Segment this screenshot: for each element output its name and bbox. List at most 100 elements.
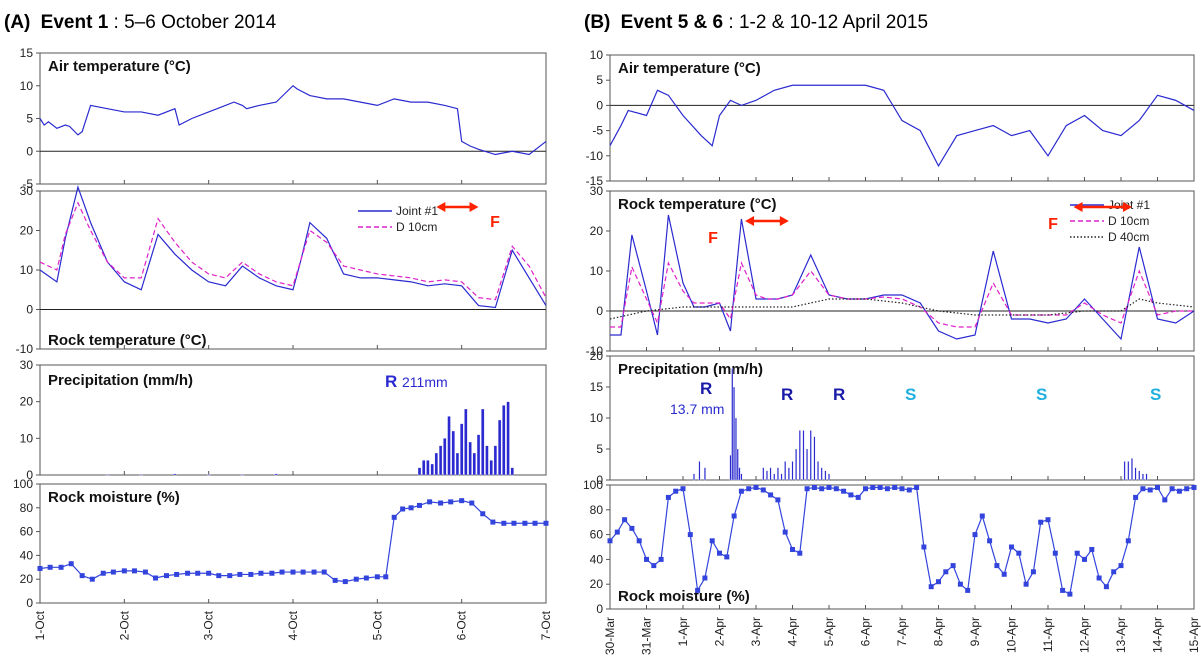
data-point	[936, 579, 941, 585]
y-tick-label: 10	[590, 264, 604, 278]
data-point	[408, 505, 414, 511]
bar	[438, 445, 443, 476]
data-point	[391, 514, 397, 520]
data-point	[459, 498, 465, 504]
data-point	[79, 573, 85, 579]
freeze-arrow-head-left	[745, 216, 755, 226]
data-point	[1045, 517, 1051, 523]
chart-title: Precipitation (mm/h)	[48, 372, 193, 389]
x-tick-label: 6-Oct	[455, 610, 469, 640]
bar	[1142, 473, 1144, 481]
data-point	[775, 497, 781, 503]
data-point	[855, 494, 861, 500]
bar	[766, 470, 768, 481]
data-point	[1103, 584, 1109, 590]
data-point	[269, 570, 275, 576]
legend-label: D 40cm	[1108, 230, 1149, 244]
data-point	[1009, 544, 1014, 550]
data-point	[877, 484, 883, 490]
bar	[762, 467, 765, 481]
data-point	[383, 574, 389, 580]
data-point	[819, 486, 825, 492]
chart-A-air: -5 0 5 10 15 Air temperature (°C)	[20, 46, 547, 191]
data-point	[760, 487, 766, 493]
data-point	[300, 569, 306, 575]
data-point	[972, 532, 978, 538]
data-point	[1067, 591, 1073, 597]
bar	[1145, 473, 1148, 481]
freeze-arrow-head-right	[1122, 202, 1132, 212]
data-point	[1133, 494, 1139, 500]
data-point	[216, 573, 222, 579]
bar	[493, 445, 498, 476]
chart-A-moisture: 0 20 40 60 80 100 Rock moisture (%)	[13, 477, 549, 610]
y-tick-label: 20	[590, 224, 604, 238]
legend-label: D 10cm	[1108, 214, 1149, 228]
bar	[736, 448, 739, 481]
chart-B-air: -15 -10 -5 0 5 10 Air temperature (°C)	[586, 48, 1195, 188]
y-tick-label: 30	[20, 184, 34, 198]
data-point	[863, 486, 868, 492]
data-point	[1074, 550, 1080, 556]
data-point	[979, 513, 985, 519]
x-tick-label: 30-Mar	[603, 617, 617, 655]
y-tick-label: 30	[20, 358, 34, 372]
x-tick-label: 12-Apr	[1078, 617, 1092, 653]
y-tick-label: 0	[596, 602, 603, 616]
bar	[489, 460, 493, 476]
data-point	[797, 550, 803, 556]
data-point	[290, 569, 296, 575]
data-point	[622, 517, 628, 523]
y-tick-label: 10	[20, 431, 34, 445]
y-tick-label: 0	[26, 144, 33, 158]
data-point	[185, 570, 191, 576]
bar	[824, 470, 827, 481]
bar	[1127, 461, 1130, 481]
data-point	[490, 519, 496, 525]
bar	[740, 473, 743, 481]
data-point	[687, 532, 693, 538]
data-point	[511, 520, 517, 526]
data-point	[1176, 488, 1182, 494]
legend-label: Joint #1	[1108, 198, 1150, 212]
data-point	[790, 546, 795, 552]
data-point	[1096, 575, 1102, 581]
data-point	[131, 568, 137, 574]
bar	[787, 467, 790, 481]
y-tick-label: 60	[590, 528, 604, 542]
series-line-d-10cm	[39, 201, 547, 301]
data-point	[957, 581, 963, 587]
data-point	[987, 538, 993, 544]
data-point	[227, 573, 233, 579]
bar	[502, 405, 506, 476]
bar	[460, 423, 464, 476]
y-tick-label: 5	[26, 112, 33, 126]
y-tick-label: 0	[596, 98, 603, 112]
rain-label: R	[781, 385, 793, 404]
bar	[1131, 458, 1133, 481]
data-point	[665, 494, 671, 500]
y-tick-label: 10	[20, 263, 34, 277]
chart-B-rock: -10 0 10 20 30 Rock temperature (°C) Joint #1 D…	[586, 184, 1195, 358]
bar	[434, 452, 438, 476]
y-tick-label: 40	[20, 548, 34, 562]
panel-b-event: Event 5 & 6	[621, 12, 723, 33]
data-point	[321, 569, 327, 575]
panel-a-dates: : 5–6 October 2014	[114, 12, 277, 33]
panel-a-heading: (A) Event 1 : 5–6 October 2014	[4, 12, 277, 33]
precip-total-label: 211mm	[402, 374, 448, 390]
bar	[784, 461, 787, 481]
y-tick-label: 40	[590, 552, 604, 566]
data-point	[1052, 550, 1058, 556]
data-point	[1082, 556, 1087, 562]
data-point	[110, 569, 116, 575]
bar	[777, 467, 779, 481]
y-tick-label: 80	[20, 501, 34, 515]
data-point	[258, 570, 264, 576]
snow-label: S	[1036, 385, 1047, 404]
y-tick-label: 5	[596, 442, 603, 456]
data-point	[899, 486, 905, 492]
data-point	[928, 584, 934, 590]
data-point	[469, 500, 475, 506]
y-tick-label: 20	[20, 224, 34, 238]
